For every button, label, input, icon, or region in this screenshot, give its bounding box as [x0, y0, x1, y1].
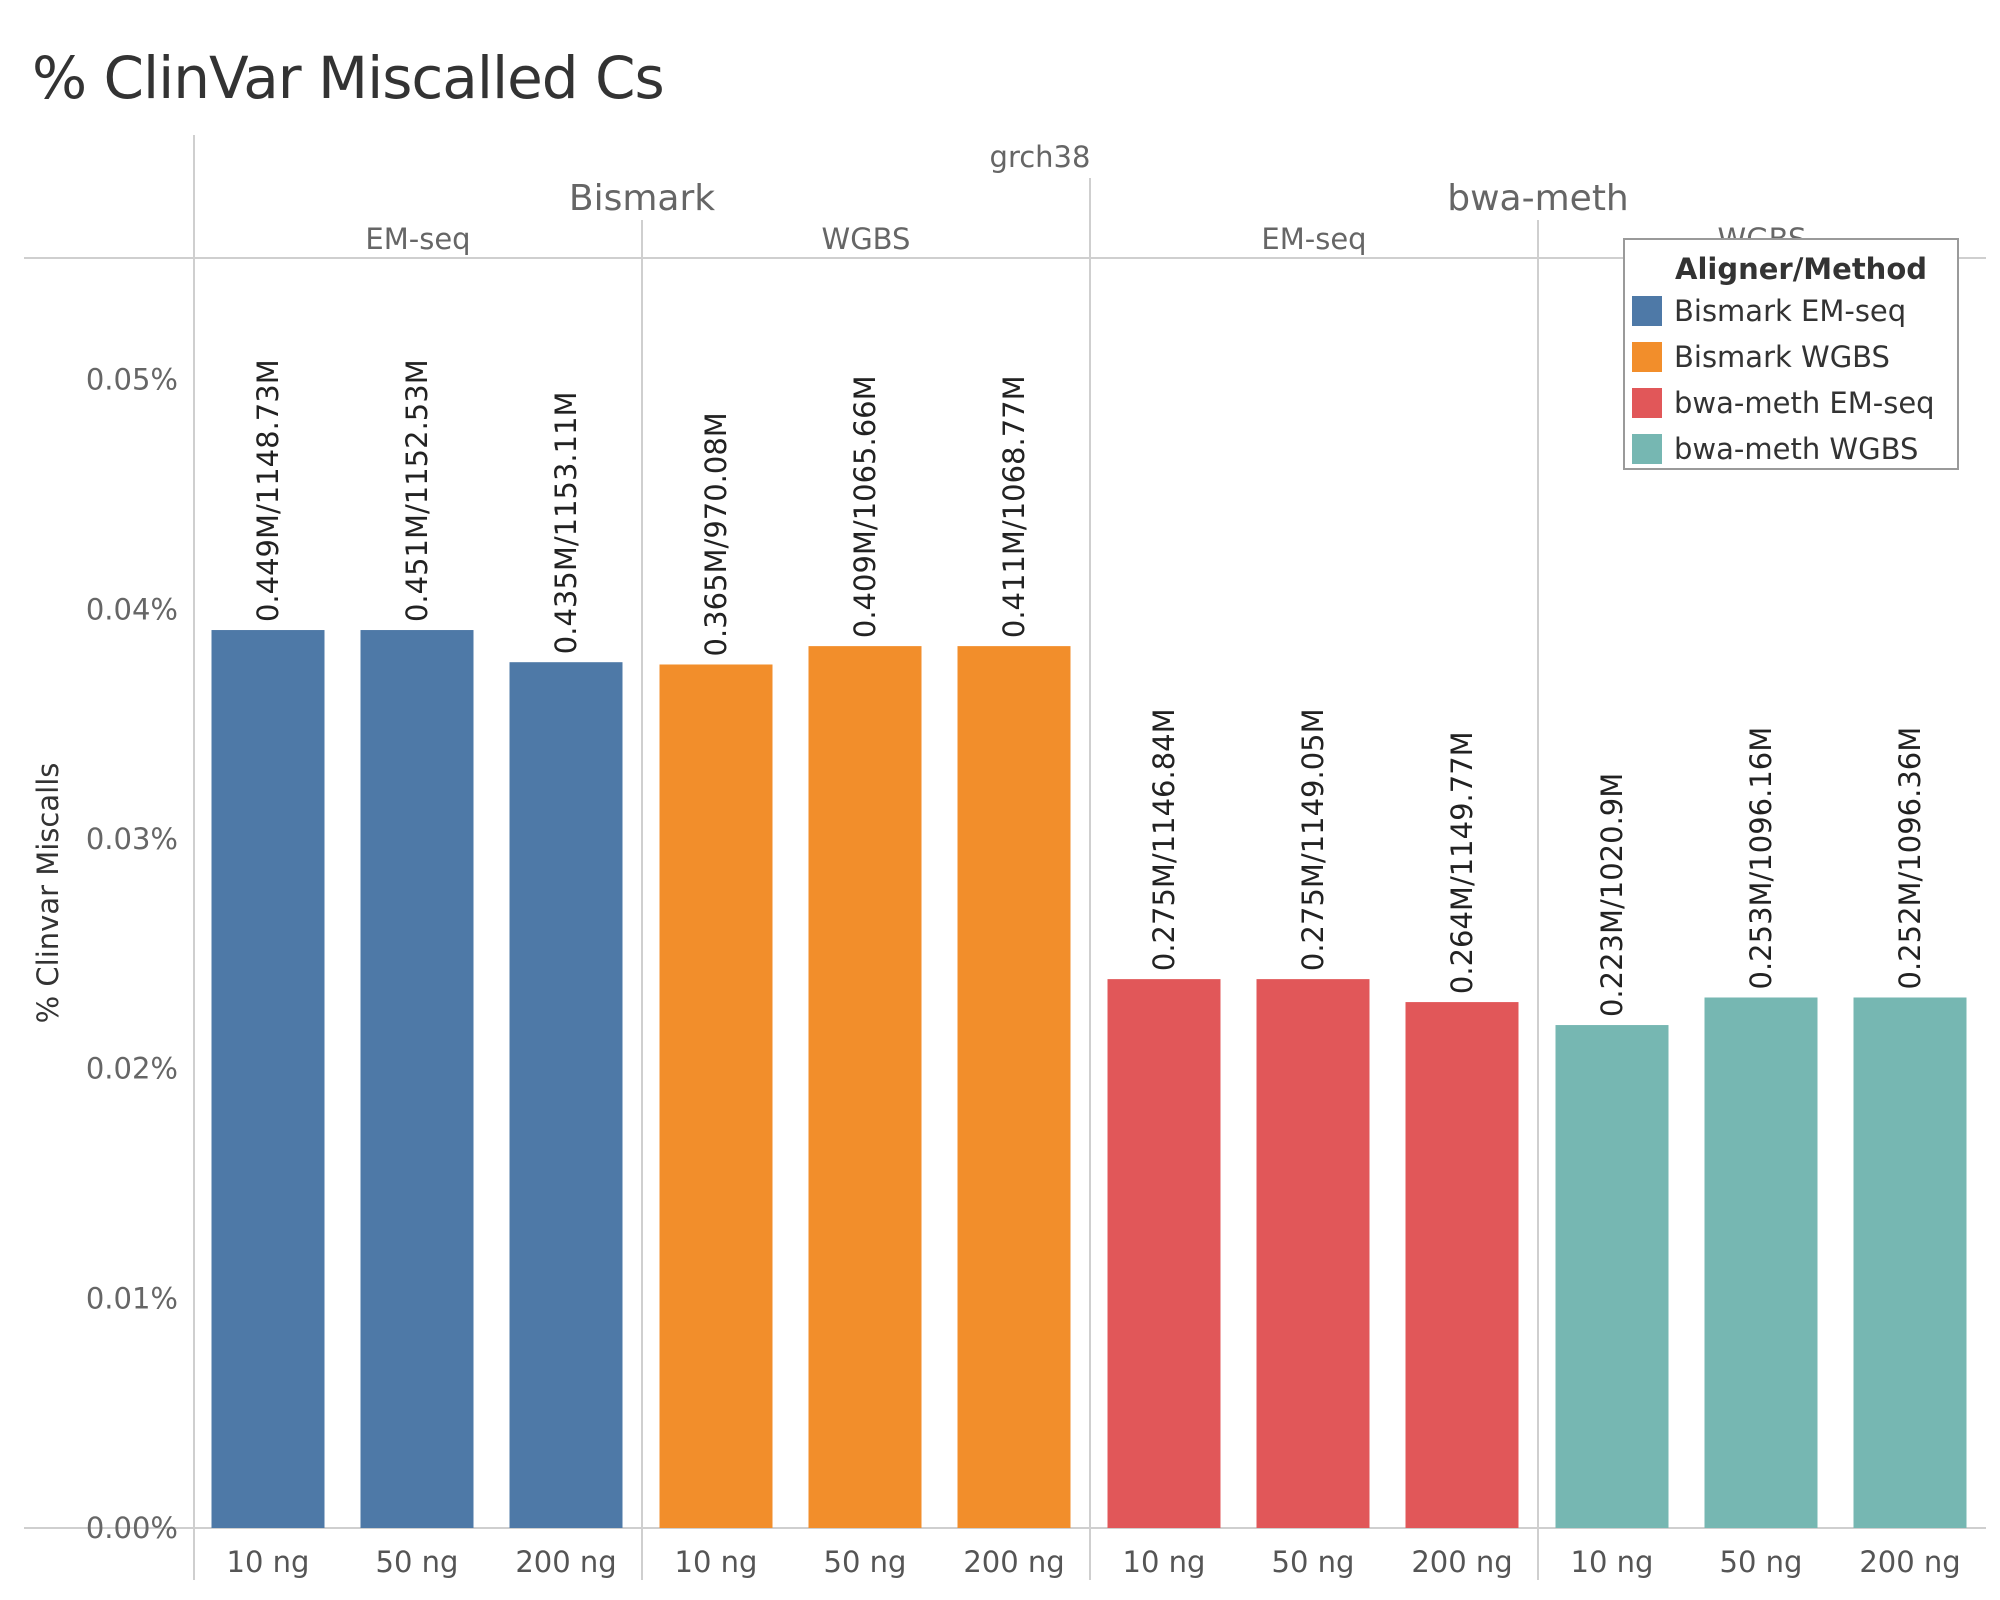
legend-title: Aligner/Method [1675, 252, 1928, 286]
data-label: 0.275M/1146.84M [1147, 708, 1181, 971]
bar [1256, 979, 1370, 1528]
bar [1555, 1025, 1669, 1528]
bar [1405, 1002, 1519, 1528]
x-tick-label: 200 ng [1411, 1545, 1512, 1579]
y-axis-label: % Clinvar Miscalls [31, 763, 65, 1024]
x-tick-label: 10 ng [675, 1545, 758, 1579]
data-label: 0.365M/970.08M [699, 412, 733, 656]
legend-item[interactable]: Bismark EM-seq [1632, 294, 1906, 328]
x-tick-label: 200 ng [1859, 1545, 1960, 1579]
x-tick-label: 200 ng [515, 1545, 616, 1579]
bar [211, 630, 325, 1528]
data-label: 0.252M/1096.36M [1893, 727, 1927, 990]
y-tick-label: 0.00% [86, 1511, 178, 1545]
bar [1704, 997, 1818, 1528]
bar [659, 664, 773, 1528]
legend-label: Bismark WGBS [1674, 340, 1890, 374]
legend-item[interactable]: Bismark WGBS [1632, 340, 1890, 374]
x-tick-label: 200 ng [963, 1545, 1064, 1579]
aligner-header: bwa-meth [1447, 178, 1629, 219]
legend-label: Bismark EM-seq [1674, 294, 1907, 328]
legend-swatch [1632, 434, 1662, 464]
x-tick-label: 10 ng [227, 1545, 310, 1579]
top-header-label: grch38 [990, 140, 1091, 174]
aligner-header: Bismark [569, 178, 715, 219]
bar [1107, 979, 1221, 1528]
method-header: EM-seq [1261, 222, 1366, 256]
legend-swatch [1632, 388, 1662, 418]
y-tick-label: 0.05% [86, 363, 178, 397]
bar [360, 630, 474, 1528]
x-tick-label: 50 ng [1720, 1545, 1803, 1579]
y-tick-label: 0.01% [86, 1281, 178, 1315]
bar [957, 646, 1071, 1528]
data-label: 0.411M/1068.77M [997, 375, 1031, 638]
x-tick-label: 50 ng [1272, 1545, 1355, 1579]
x-tick-label: 10 ng [1571, 1545, 1654, 1579]
legend-item[interactable]: bwa-meth EM-seq [1632, 386, 1935, 420]
bar [1853, 997, 1967, 1528]
data-label: 0.409M/1065.66M [848, 375, 882, 638]
legend-item[interactable]: bwa-meth WGBS [1632, 432, 1918, 466]
data-label: 0.275M/1149.05M [1296, 708, 1330, 971]
data-label: 0.264M/1149.77M [1445, 731, 1479, 994]
bar [509, 662, 623, 1528]
x-tick-label: 10 ng [1123, 1545, 1206, 1579]
chart-title: % ClinVar Miscalled Cs [32, 44, 665, 112]
legend-label: bwa-meth EM-seq [1674, 386, 1935, 420]
legend: Aligner/Method Bismark EM-seq Bismark WG… [1623, 238, 1959, 470]
legend-swatch [1632, 296, 1662, 326]
x-tick-label: 50 ng [824, 1545, 907, 1579]
data-label: 0.223M/1020.9M [1595, 773, 1629, 1017]
method-header: EM-seq [365, 222, 470, 256]
method-header: WGBS [822, 222, 911, 256]
x-tick-label: 50 ng [376, 1545, 459, 1579]
data-label: 0.451M/1152.53M [400, 359, 434, 622]
legend-swatch [1632, 342, 1662, 372]
data-label: 0.253M/1096.16M [1744, 727, 1778, 990]
data-label: 0.449M/1148.73M [251, 359, 285, 622]
bar [808, 646, 922, 1528]
data-label: 0.435M/1153.11M [549, 391, 583, 654]
legend-label: bwa-meth WGBS [1674, 432, 1919, 466]
y-tick-label: 0.03% [86, 822, 178, 856]
y-tick-label: 0.04% [86, 592, 178, 626]
y-tick-label: 0.02% [86, 1052, 178, 1086]
